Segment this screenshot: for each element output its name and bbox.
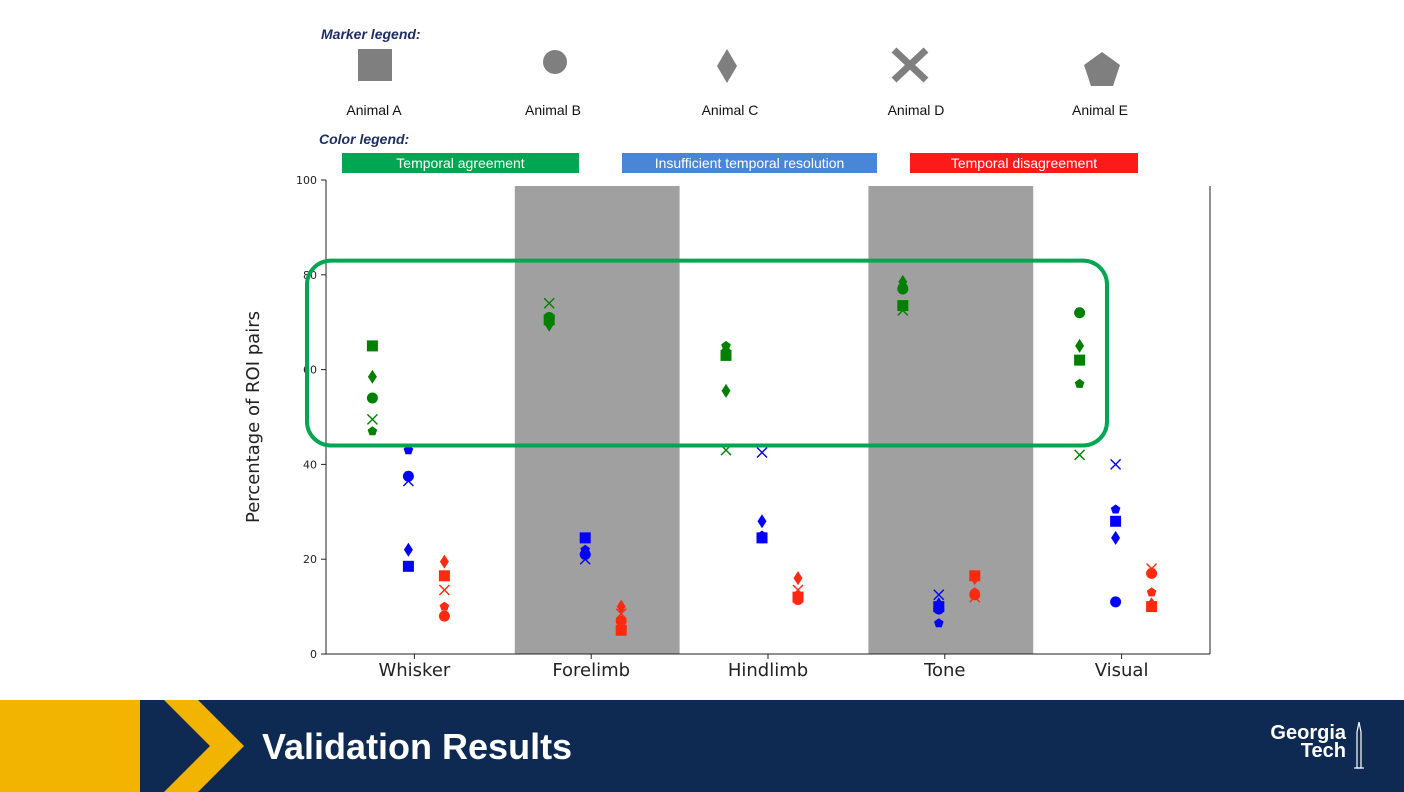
- point-0-forelimb-x: [543, 297, 555, 309]
- y-tick-label: 100: [296, 174, 317, 187]
- animal-c-label: Animal C: [701, 102, 759, 118]
- point-1-whisker-pentagon: [403, 445, 414, 455]
- point-1-whisker-diamond: [403, 542, 413, 557]
- point-0-visual-diamond: [1075, 338, 1085, 353]
- point-1-visual-x: [1110, 458, 1122, 470]
- point-2-hindlimb-diamond: [793, 571, 803, 586]
- point-1-whisker-x: [402, 475, 414, 487]
- point-0-tone-x: [897, 304, 909, 316]
- chevron-arrow-icon: [140, 700, 244, 792]
- x-tick-label-forelimb: Forelimb: [552, 660, 630, 681]
- point-1-visual-diamond: [1111, 530, 1121, 545]
- point-0-whisker-diamond: [367, 369, 377, 384]
- point-1-visual-pentagon: [1110, 504, 1121, 514]
- point-0-whisker-pentagon: [367, 426, 378, 436]
- logo-line-2: Tech: [1300, 740, 1346, 762]
- point-2-whisker-x: [438, 584, 450, 596]
- point-0-visual-x: [1074, 449, 1086, 461]
- shaded-band-forelimb: [514, 186, 680, 654]
- point-0-whisker-square: [366, 340, 378, 352]
- marker-legend-title: Marker legend:: [321, 26, 421, 42]
- diamond-marker-icon: [717, 49, 737, 83]
- color-legend-disagreement: Temporal disagreement: [910, 153, 1138, 173]
- point-2-whisker-pentagon: [439, 601, 450, 611]
- point-1-hindlimb-diamond: [757, 514, 767, 529]
- point-1-forelimb-pentagon: [580, 544, 590, 554]
- point-0-whisker-x: [366, 413, 378, 425]
- point-2-forelimb-diamond: [616, 599, 626, 614]
- animal-d-label: Animal D: [887, 102, 945, 118]
- point-1-hindlimb-x: [756, 447, 768, 459]
- point-0-visual-circle: [1074, 307, 1086, 319]
- x-tick-label-hindlimb: Hindlimb: [728, 660, 808, 681]
- y-tick-label: 20: [303, 553, 317, 566]
- point-2-forelimb-x: [615, 608, 627, 620]
- footer-gold-band: [0, 700, 140, 792]
- point-0-forelimb-pentagon: [544, 317, 554, 327]
- circle-marker-icon: [543, 50, 567, 74]
- slide-footer: Validation Results Georgia Tech: [0, 700, 1404, 792]
- point-2-whisker-square: [438, 570, 450, 582]
- tech-tower-icon: [1354, 722, 1364, 769]
- point-2-visual-diamond: [1147, 597, 1157, 612]
- point-0-tone-square: [897, 300, 909, 312]
- point-0-visual-pentagon: [1074, 378, 1085, 388]
- x-tick-label-whisker: Whisker: [378, 660, 450, 681]
- point-1-tone-x: [933, 589, 945, 601]
- point-1-forelimb-square: [579, 532, 591, 544]
- point-1-hindlimb-pentagon: [757, 530, 767, 540]
- point-1-whisker-square: [402, 560, 414, 572]
- point-0-hindlimb-circle: [720, 347, 732, 359]
- color-legend-agreement: Temporal agreement: [342, 153, 579, 173]
- point-2-hindlimb-pentagon: [793, 589, 803, 599]
- y-axis-label: Percentage of ROI pairs: [243, 311, 264, 523]
- agreement-highlight-box: [305, 258, 1109, 448]
- shaded-band-tone: [868, 186, 1034, 654]
- point-1-tone-pentagon: [934, 618, 944, 628]
- color-legend-insufficient: Insufficient temporal resolution: [622, 153, 877, 173]
- logo-line-1: Georgia: [1270, 722, 1346, 744]
- point-1-visual-square: [1110, 515, 1122, 527]
- point-2-whisker-diamond: [439, 554, 449, 569]
- y-tick-label: 40: [303, 458, 317, 471]
- point-2-visual-pentagon: [1146, 587, 1157, 597]
- point-0-hindlimb-pentagon: [721, 340, 731, 350]
- point-1-tone-diamond: [934, 597, 944, 612]
- x-marker-icon: [891, 47, 929, 83]
- point-0-tone-pentagon: [898, 281, 908, 291]
- slide-title: Validation Results: [262, 726, 573, 767]
- color-legend-title: Color legend:: [319, 131, 410, 147]
- pentagon-marker-icon: [1084, 52, 1120, 86]
- animal-b-label: Animal B: [524, 102, 582, 118]
- x-tick-label-tone: Tone: [923, 660, 965, 681]
- point-2-tone-pentagon: [970, 587, 980, 597]
- point-0-whisker-circle: [366, 392, 378, 404]
- point-0-hindlimb-diamond: [721, 383, 731, 398]
- x-tick-label-visual: Visual: [1095, 660, 1149, 681]
- point-2-forelimb-square: [615, 624, 627, 636]
- point-2-tone-diamond: [970, 571, 980, 586]
- georgia-tech-logo: Georgia Tech: [1236, 722, 1346, 762]
- animal-a-label: Animal A: [346, 102, 402, 118]
- point-2-whisker-circle: [438, 610, 450, 622]
- point-2-forelimb-pentagon: [616, 618, 626, 628]
- point-1-forelimb-x: [579, 553, 591, 565]
- point-0-visual-square: [1074, 354, 1086, 366]
- y-tick-label: 0: [310, 648, 317, 661]
- animal-e-label: Animal E: [1071, 102, 1129, 118]
- point-2-visual-x: [1146, 563, 1158, 575]
- square-marker-icon: [358, 49, 392, 81]
- point-1-visual-circle: [1110, 596, 1122, 608]
